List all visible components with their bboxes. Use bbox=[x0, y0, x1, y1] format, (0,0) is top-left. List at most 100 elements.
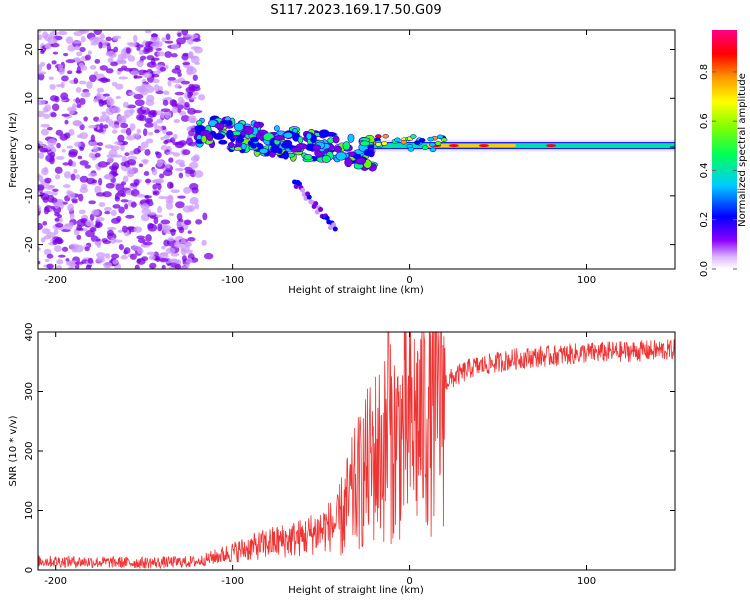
noise-blob bbox=[171, 53, 178, 58]
noise-blob bbox=[175, 201, 185, 209]
signal-blob bbox=[218, 139, 228, 145]
signal-blob bbox=[334, 145, 342, 153]
noise-blob bbox=[42, 31, 49, 39]
noise-blob bbox=[120, 255, 128, 260]
noise-blob bbox=[161, 264, 166, 269]
signal-blob bbox=[312, 144, 321, 151]
noise-blob bbox=[74, 261, 85, 265]
noise-blob bbox=[126, 135, 136, 141]
snr-panel: -200 -100 0 100 0 100 200 300 400 Height of str… bbox=[8, 322, 676, 596]
spectrogram-x-tick-label: 0 bbox=[406, 275, 412, 286]
noise-blob bbox=[142, 159, 148, 165]
noise-blob bbox=[180, 237, 186, 244]
noise-blob bbox=[65, 258, 70, 262]
noise-blob bbox=[116, 215, 122, 222]
noise-blob bbox=[156, 159, 163, 168]
noise-blob bbox=[42, 221, 48, 226]
noise-blob bbox=[171, 99, 178, 108]
noise-blob bbox=[93, 36, 103, 44]
noise-blob bbox=[167, 76, 176, 81]
noise-blob bbox=[108, 119, 114, 127]
noise-blob bbox=[50, 95, 58, 102]
noise-blob bbox=[148, 111, 156, 118]
noise-blob bbox=[78, 98, 86, 105]
noise-blob bbox=[43, 113, 50, 119]
noise-blob bbox=[97, 142, 104, 147]
noise-blob bbox=[136, 193, 146, 198]
noise-blob bbox=[95, 192, 106, 197]
noise-blob bbox=[89, 213, 95, 221]
snr-y-tick-label: 0 bbox=[24, 567, 35, 573]
snr-y-ticks: 0 100 200 300 400 bbox=[24, 322, 675, 573]
noise-blob bbox=[54, 166, 63, 174]
noise-blob bbox=[43, 248, 52, 256]
noise-blob bbox=[170, 228, 176, 237]
noise-blob bbox=[180, 266, 189, 269]
noise-blob bbox=[158, 173, 165, 179]
noise-blob bbox=[136, 128, 142, 134]
noise-blob bbox=[75, 87, 82, 93]
noise-blob bbox=[145, 138, 154, 144]
colorbar-tick-label: 0.0 bbox=[699, 261, 710, 277]
noise-blob bbox=[117, 53, 124, 59]
noise-blob bbox=[164, 112, 170, 119]
noise-blob bbox=[72, 103, 77, 111]
noise-blob bbox=[144, 149, 151, 156]
noise-blob bbox=[133, 147, 141, 155]
noise-blob bbox=[94, 58, 101, 64]
signal-blob bbox=[250, 136, 259, 143]
noise-blob bbox=[84, 54, 91, 61]
noise-blob bbox=[72, 40, 82, 44]
noise-blob bbox=[72, 120, 83, 127]
noise-blob bbox=[188, 129, 195, 137]
noise-blob bbox=[46, 253, 54, 259]
noise-blob bbox=[61, 246, 69, 252]
branch-blob bbox=[327, 225, 333, 231]
noise-blob bbox=[128, 92, 137, 96]
noise-blob bbox=[192, 74, 198, 81]
noise-blob bbox=[83, 116, 88, 122]
noise-blob bbox=[88, 125, 97, 129]
noise-blob bbox=[157, 205, 163, 214]
noise-blob bbox=[163, 140, 169, 145]
noise-blob bbox=[180, 99, 185, 104]
noise-blob bbox=[38, 99, 46, 106]
noise-blob bbox=[149, 262, 157, 269]
noise-blob bbox=[98, 77, 109, 82]
signal-blob bbox=[282, 150, 289, 160]
noise-blob bbox=[157, 223, 163, 232]
noise-blob bbox=[181, 255, 187, 262]
noise-blob bbox=[94, 185, 102, 194]
noise-blob bbox=[38, 143, 41, 150]
noise-blob bbox=[191, 187, 199, 194]
noise-blob bbox=[168, 212, 175, 216]
signal-blob bbox=[276, 147, 283, 154]
noise-blob bbox=[96, 242, 101, 248]
noise-blob bbox=[78, 209, 86, 215]
noise-blob bbox=[38, 30, 42, 33]
noise-blob bbox=[43, 206, 50, 215]
noise-blob bbox=[70, 173, 76, 181]
snr-y-label: SNR (10 * v/v) bbox=[8, 415, 19, 486]
noise-blob bbox=[123, 101, 129, 108]
noise-blob bbox=[136, 235, 146, 240]
noise-blob bbox=[177, 195, 186, 199]
noise-blob bbox=[46, 138, 57, 147]
noise-blob bbox=[184, 170, 195, 174]
signal-blob bbox=[226, 129, 234, 140]
noise-blob bbox=[195, 219, 203, 225]
carrier-onset-blob bbox=[394, 137, 401, 143]
noise-blob bbox=[103, 261, 113, 269]
noise-blob bbox=[120, 144, 125, 152]
noise-blob bbox=[169, 182, 174, 189]
noise-blob bbox=[173, 133, 178, 140]
noise-blob bbox=[65, 36, 74, 44]
noise-blob bbox=[43, 166, 48, 173]
noise-blob bbox=[95, 221, 103, 228]
noise-blob bbox=[133, 93, 144, 100]
noise-blob bbox=[190, 55, 200, 64]
spectrogram-y-tick-label: 10 bbox=[24, 92, 35, 105]
noise-blob bbox=[125, 47, 131, 54]
noise-blob bbox=[66, 145, 73, 149]
noise-blob bbox=[182, 205, 193, 213]
